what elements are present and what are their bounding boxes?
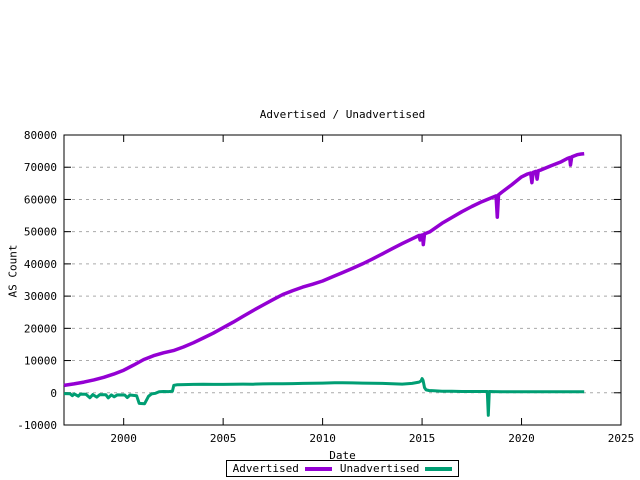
series-line-unadvertised (63, 377, 585, 417)
y-tick-label: -10000 (17, 419, 57, 432)
x-tick-label: 2020 (508, 432, 535, 445)
series-line-advertised (63, 151, 585, 388)
legend-item-unadvertised: Unadvertised (339, 462, 453, 475)
x-tick-label: 2015 (409, 432, 436, 445)
legend-box: Advertised Unadvertised (225, 460, 460, 477)
y-tick-label: 50000 (24, 226, 57, 239)
legend-label-unadvertised: Unadvertised (339, 462, 420, 475)
y-tick-label: 40000 (24, 258, 57, 271)
y-tick-label: 80000 (24, 129, 57, 142)
legend: Advertised Unadvertised (64, 460, 621, 477)
x-tick-label: 2025 (608, 432, 635, 445)
advertised-line-swatch (304, 466, 332, 471)
y-tick-label: 20000 (24, 322, 57, 335)
legend-item-advertised: Advertised (233, 462, 332, 475)
x-tick-label: 2010 (309, 432, 336, 445)
x-tick-label: 2000 (110, 432, 137, 445)
y-tick-label: 10000 (24, 355, 57, 368)
x-tick-label: 2005 (210, 432, 237, 445)
chart-title: Advertised / Unadvertised (259, 108, 426, 121)
y-tick-label: 0 (50, 387, 57, 400)
unadvertised-line-swatch (425, 466, 453, 471)
y-tick-label: 60000 (24, 193, 57, 206)
y-tick-label: 70000 (24, 161, 57, 174)
legend-label-advertised: Advertised (232, 462, 299, 475)
x-axis-title: Date (329, 449, 356, 462)
y-tick-label: 30000 (24, 290, 57, 303)
plot-border (63, 134, 622, 426)
